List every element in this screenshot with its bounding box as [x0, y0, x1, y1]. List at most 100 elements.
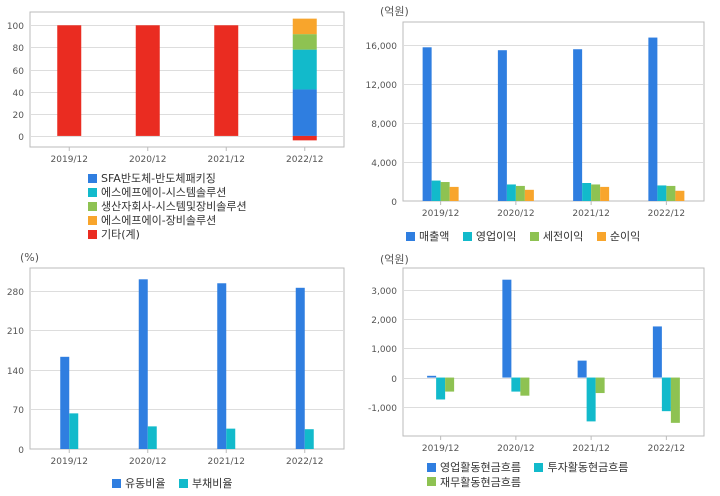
bar-income-s3-c2 — [600, 186, 610, 201]
plot-frame — [402, 267, 705, 437]
income-plot: 0 4,000 8,000 12,000 16,000 2019/12 2020/12 202… — [366, 21, 705, 219]
segment-plot: 0 20 40 60 80 100 2019/12 2020/12 2021/12 2022/12 — [7, 11, 345, 165]
bar-ratios-s0-c3 — [295, 287, 305, 449]
legend-label: 에스에프에이-시스템솔루션 — [101, 186, 227, 199]
bar-ratios-s1-c2 — [226, 428, 236, 449]
legend-item-segment-0: SFA반도체-반도체패키징 — [88, 171, 247, 185]
legend-swatch — [88, 229, 97, 239]
bar-segments-s1-c3 — [292, 49, 317, 90]
cashflow-unit-label: (억원) — [380, 253, 409, 266]
legend-swatch — [406, 231, 415, 241]
legend-item-income-2: 세전이익 — [529, 229, 584, 243]
x-tick-label: 2021/12 — [572, 444, 609, 454]
legend-item-segment-2: 생산자회사-시스템및장비솔루션 — [88, 199, 247, 213]
bar-income-s0-c0 — [422, 47, 432, 201]
x-tick-label: 2019/12 — [422, 209, 459, 219]
ratio-plot: 0 70 140 210 280 2019/12 2020/12 2021/12 2022/12 — [7, 267, 345, 467]
cashflow-chart: -1,000 0 1,000 2,000 3,000 2019/12 2020/12 2021… — [368, 267, 705, 454]
x-tick-label: 2020/12 — [129, 155, 166, 165]
bar-ratios-s1-c3 — [304, 429, 314, 449]
legend-item-income-3: 순이익 — [596, 229, 641, 243]
segment-chart: 0 20 40 60 80 100 2019/12 2020/12 2021/12 2022/12 — [7, 11, 345, 165]
bar-cashflow-s2-c1 — [520, 377, 530, 396]
bar-cashflow-s2-c0 — [445, 377, 455, 392]
legend-swatch — [462, 231, 472, 241]
bar-ratios-s1-c1 — [147, 426, 157, 449]
x-tick-label: 2022/12 — [648, 444, 685, 454]
legend-label: 영업이익 — [475, 230, 517, 243]
cashflow-legend: 영업활동현금흐름 투자활동현금흐름 재무활동현금흐름 — [427, 460, 677, 489]
x-tick-label: 2022/12 — [648, 209, 685, 219]
y-tick-label: 210 — [7, 327, 24, 337]
y-tick-label: 1,000 — [371, 345, 397, 355]
legend-item-cashflow-2: 재무활동현금흐름 — [427, 475, 521, 489]
ratio-unit-label: (%) — [20, 251, 40, 264]
y-tick-label: 70 — [13, 406, 25, 416]
bar-cashflow-s1-c2 — [586, 377, 596, 422]
bar-income-s3-c3 — [675, 190, 685, 201]
x-tick-label: 2020/12 — [497, 444, 534, 454]
legend-item-segment-3: 에스에프에이-장비솔루션 — [88, 213, 247, 227]
bar-segments-s4-c1 — [135, 25, 160, 136]
legend-swatch — [88, 215, 97, 225]
legend-label: SFA반도체-반도체패키징 — [101, 172, 216, 185]
bar-cashflow-s0-c3 — [652, 326, 662, 378]
bar-income-s2-c2 — [591, 184, 601, 201]
legend-label: 생산자회사-시스템및장비솔루션 — [101, 200, 247, 213]
x-tick-label: 2021/12 — [572, 209, 609, 219]
legend-label: 순이익 — [609, 230, 641, 243]
bar-cashflow-s0-c2 — [577, 360, 587, 378]
bar-ratios-s0-c1 — [138, 279, 148, 449]
y-tick-label: 8,000 — [371, 120, 397, 130]
y-tick-label: 20 — [13, 111, 25, 121]
legend-label: 세전이익 — [542, 230, 584, 243]
bar-income-s1-c3 — [657, 185, 667, 201]
bar-income-s0-c2 — [573, 49, 583, 201]
bar-segments-s2-c3 — [292, 34, 317, 50]
bar-segments-s3-c3 — [292, 18, 317, 35]
y-tick-label: 16,000 — [366, 42, 398, 52]
y-tick-label: 40 — [13, 89, 25, 99]
bar-income-s1-c2 — [582, 183, 592, 201]
legend-swatch — [88, 201, 97, 211]
ratio-legend: 유동비율 부채비율 — [112, 476, 242, 491]
y-tick-label: 100 — [7, 22, 24, 32]
bar-income-s2-c1 — [515, 185, 525, 201]
plot-frame — [402, 21, 705, 202]
y-tick-label: 80 — [13, 44, 25, 54]
bar-cashflow-s2-c2 — [595, 377, 605, 394]
bar-income-s1-c0 — [431, 180, 441, 201]
legend-label: 부채비율 — [191, 477, 233, 490]
legend-label: 영업활동현금흐름 — [440, 461, 521, 474]
legend-label: 기타(계) — [101, 228, 140, 241]
x-tick-label: 2022/12 — [286, 457, 323, 467]
legend-label: 투자활동현금흐름 — [547, 461, 629, 474]
bar-cashflow-s1-c0 — [436, 377, 446, 400]
y-tick-label: 12,000 — [366, 81, 398, 91]
legend-swatch — [427, 462, 436, 472]
x-tick-label: 2019/12 — [51, 457, 88, 467]
legend-label: 매출액 — [419, 230, 450, 243]
y-tick-label: -1,000 — [368, 404, 397, 414]
bar-segments-s4-c0 — [57, 25, 82, 136]
bar-income-s2-c0 — [440, 182, 450, 201]
legend-item-ratio-1: 부채비율 — [178, 476, 233, 490]
income-legend: 매출액 영업이익 세전이익 순이익 — [406, 229, 650, 244]
legend-swatch — [596, 231, 606, 241]
y-tick-label: 4,000 — [371, 159, 397, 169]
x-tick-label: 2019/12 — [422, 444, 459, 454]
plot-frame — [29, 11, 345, 148]
bar-cashflow-s0-c0 — [427, 375, 437, 378]
bar-ratios-s0-c2 — [217, 283, 227, 449]
y-tick-label: 3,000 — [371, 287, 397, 297]
x-tick-label: 2020/12 — [129, 457, 166, 467]
bar-income-s3-c1 — [524, 189, 534, 201]
x-tick-label: 2021/12 — [208, 155, 245, 165]
bar-cashflow-s0-c1 — [502, 279, 512, 378]
legend-swatch — [534, 462, 544, 472]
legend-swatch — [112, 478, 121, 488]
bar-income-s3-c0 — [449, 186, 459, 201]
ratio-chart: 0 70 140 210 280 2019/12 2020/12 2021/12 2022/12 — [7, 267, 345, 467]
bar-cashflow-s1-c3 — [661, 377, 671, 412]
bar-income-s2-c3 — [666, 185, 676, 201]
